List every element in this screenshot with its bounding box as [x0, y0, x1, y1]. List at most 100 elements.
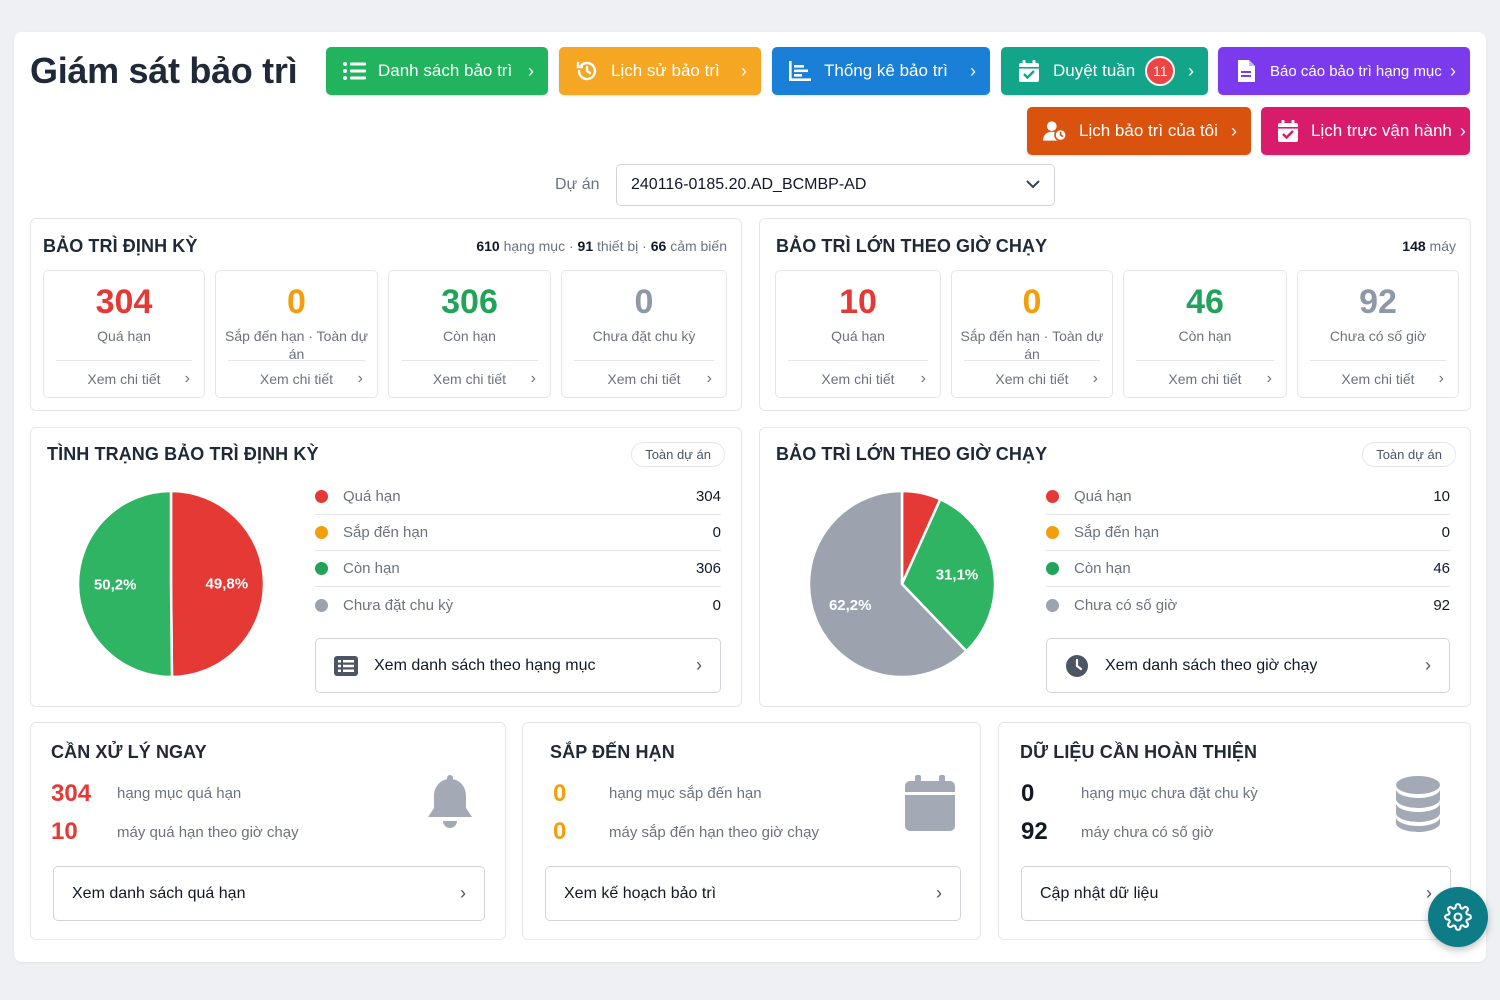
- stat-value: 46: [1186, 283, 1224, 321]
- sensors-unit: cảm biến: [670, 238, 727, 254]
- project-select[interactable]: 240116-0185.20.AD_BCMBP-AD: [616, 164, 1055, 206]
- view-detail-link[interactable]: Xem chi tiết ›: [562, 370, 726, 387]
- legend-row: Còn hạn 46: [1046, 551, 1450, 587]
- view-by-category-button[interactable]: Xem danh sách theo hạng mục ›: [315, 638, 721, 693]
- nav-button-label: Danh sách bảo trì: [378, 61, 513, 80]
- nav-maintenance-list-button[interactable]: Danh sách bảo trì ›: [326, 47, 548, 95]
- view-detail-link[interactable]: Xem chi tiết ›: [216, 370, 377, 387]
- view-detail-label: Xem chi tiết: [995, 371, 1069, 387]
- nav-button-label: Thống kê bảo trì: [824, 61, 948, 80]
- stat-card-valid[interactable]: 306 Còn hạn Xem chi tiết ›: [388, 270, 551, 398]
- overdue-machines-text: máy quá hạn theo giờ chạy: [117, 824, 299, 841]
- view-detail-link[interactable]: Xem chi tiết ›: [389, 370, 550, 387]
- nav-category-report-button[interactable]: Báo cáo bảo trì hạng mục ›: [1218, 47, 1470, 95]
- view-detail-label: Xem chi tiết: [1168, 371, 1242, 387]
- pie-slice-3: [76, 489, 174, 679]
- view-detail-link[interactable]: Xem chi tiết ›: [952, 370, 1112, 387]
- legend-label: Chưa đặt chu kỳ: [343, 596, 454, 614]
- list-icon: [342, 59, 366, 83]
- document-icon: [1234, 59, 1258, 83]
- view-overdue-list-button[interactable]: Xem danh sách quá hạn ›: [53, 866, 485, 921]
- periodic-summary: 610 hạng mục · 91 thiết bị · 66 cảm biến: [476, 238, 727, 254]
- panel-title: BẢO TRÌ LỚN THEO GIỜ CHẠY: [776, 236, 1048, 256]
- button-label: Xem danh sách quá hạn: [72, 884, 246, 902]
- view-detail-link[interactable]: Xem chi tiết ›: [776, 370, 940, 387]
- nav-operation-duty-button[interactable]: Lịch trực vận hành ›: [1261, 107, 1470, 155]
- database-icon: [1394, 775, 1442, 838]
- view-detail-link[interactable]: Xem chi tiết ›: [1298, 370, 1458, 387]
- legend-label: Quá hạn: [1074, 488, 1132, 505]
- legend-value: 92: [1433, 596, 1450, 614]
- divider: [1310, 360, 1446, 361]
- stat-label: Chưa đặt chu kỳ: [592, 328, 696, 344]
- divider: [574, 360, 714, 361]
- nav-my-schedule-button[interactable]: Lịch bảo trì của tôi ›: [1027, 107, 1251, 155]
- stat-card-upcoming[interactable]: 0 Sắp đến hạn · Toàn dự án Xem chi tiết ›: [951, 270, 1113, 398]
- divider: [228, 360, 365, 361]
- devices-unit: thiết bị ·: [597, 238, 647, 254]
- panel-title: SẮP ĐẾN HẠN: [550, 742, 675, 762]
- bell-icon: [425, 775, 475, 838]
- chevron-right-icon: ›: [1425, 655, 1431, 675]
- stat-card-no-cycle[interactable]: 0 Chưa đặt chu kỳ Xem chi tiết ›: [561, 270, 727, 398]
- legend-value: 304: [695, 488, 721, 505]
- upcoming-items-count: 0: [553, 780, 567, 807]
- divider: [1136, 360, 1274, 361]
- divider: [788, 360, 928, 361]
- clock-icon: [1065, 654, 1089, 678]
- nav-weekly-review-button[interactable]: Duyệt tuần 11 ›: [1001, 47, 1208, 95]
- legend-row: Quá hạn 304: [315, 479, 721, 515]
- update-data-button[interactable]: Cập nhật dữ liệu ›: [1021, 866, 1451, 921]
- stat-card-overdue[interactable]: 10 Quá hạn Xem chi tiết ›: [775, 270, 941, 398]
- nav-maintenance-stats-button[interactable]: Thống kê bảo trì ›: [772, 47, 990, 95]
- pie-data-label: 49,8%: [206, 576, 249, 593]
- legend-row: Sắp đến hạn 0: [315, 515, 721, 551]
- settings-button[interactable]: [1428, 887, 1488, 947]
- view-detail-link[interactable]: Xem chi tiết ›: [1124, 370, 1286, 387]
- chevron-right-icon: ›: [460, 883, 466, 903]
- button-label: Xem danh sách theo hạng mục: [374, 656, 596, 674]
- view-by-run-hours-button[interactable]: Xem danh sách theo giờ chạy ›: [1046, 638, 1450, 693]
- stat-label: Còn hạn: [443, 328, 496, 344]
- chevron-right-icon: ›: [1450, 60, 1456, 81]
- view-maintenance-plan-button[interactable]: Xem kế hoạch bảo trì ›: [545, 866, 961, 921]
- legend-row: Sắp đến hạn 0: [1046, 515, 1450, 551]
- nav-maintenance-history-button[interactable]: Lịch sử bảo trì ›: [559, 47, 761, 95]
- stat-card-upcoming[interactable]: 0 Sắp đến hạn · Toàn dự án Xem chi tiết ›: [215, 270, 378, 398]
- stat-card-no-hours[interactable]: 92 Chưa có số giờ Xem chi tiết ›: [1297, 270, 1459, 398]
- stat-value: 304: [95, 283, 153, 321]
- stat-label: Chưa có số giờ: [1329, 328, 1427, 344]
- legend-value: 10: [1433, 488, 1450, 505]
- stat-label: Sắp đến hạn · Toàn dự án: [960, 328, 1104, 362]
- stat-value: 92: [1359, 283, 1397, 321]
- upcoming-machines-count: 0: [553, 818, 567, 845]
- stat-label: Quá hạn: [831, 328, 885, 344]
- divider: [401, 360, 538, 361]
- stat-label: Quá hạn: [97, 328, 151, 344]
- list-icon: [334, 655, 358, 676]
- legend-dot: [315, 598, 328, 612]
- view-detail-link[interactable]: Xem chi tiết ›: [44, 370, 204, 387]
- legend-value: 0: [1441, 524, 1450, 541]
- major-status-pie-chart: 31,1% 62,2%: [807, 489, 997, 679]
- chevron-right-icon: ›: [1231, 120, 1237, 141]
- legend-dot: [1046, 526, 1059, 539]
- periodic-maintenance-panel: BẢO TRÌ ĐỊNH KỲ 610 hạng mục · 91 thiết …: [30, 218, 742, 411]
- legend-value: 46: [1433, 560, 1450, 577]
- stat-value: 306: [441, 283, 498, 321]
- pie-slice-3: [900, 497, 997, 653]
- scope-filter-pill[interactable]: Toàn dự án: [631, 442, 725, 467]
- notification-badge: 11: [1145, 56, 1176, 86]
- stat-card-valid[interactable]: 46 Còn hạn Xem chi tiết ›: [1123, 270, 1287, 398]
- panel-title: CẦN XỬ LÝ NGAY: [51, 742, 207, 762]
- pie-slice-1: [169, 489, 266, 679]
- machines-no-hours-text: máy chưa có số giờ: [1081, 824, 1214, 841]
- stat-card-overdue[interactable]: 304 Quá hạn Xem chi tiết ›: [43, 270, 205, 398]
- periodic-status-pie-chart: 49,8% 50,2%: [76, 489, 266, 679]
- legend-row: Chưa có số giờ 92: [1046, 587, 1450, 623]
- legend-label: Còn hạn: [343, 560, 400, 577]
- chevron-right-icon: ›: [696, 655, 702, 675]
- calendar-check-icon: [1017, 59, 1041, 83]
- scope-filter-pill[interactable]: Toàn dự án: [1362, 442, 1456, 467]
- chevron-right-icon: ›: [1459, 120, 1466, 141]
